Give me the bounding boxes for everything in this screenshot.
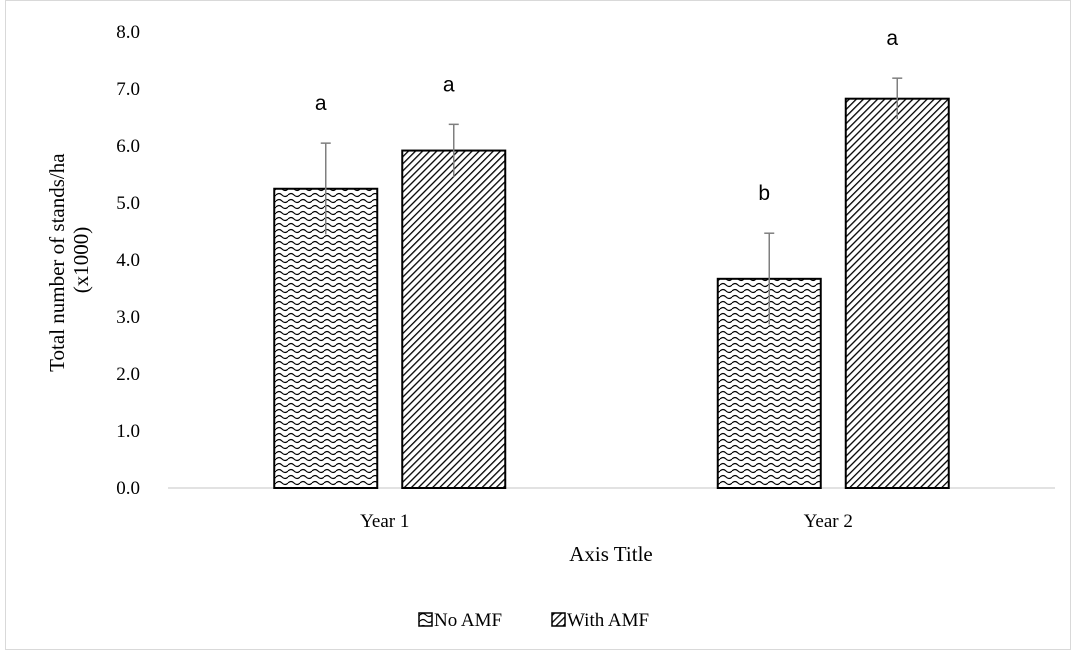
y-axis-title: Total number of stands/ha (x1000) xyxy=(45,148,93,372)
y-tick-label: 8.0 xyxy=(116,22,140,43)
legend: No AMF With AMF xyxy=(418,610,649,631)
significance-letter: a xyxy=(443,73,455,96)
y-tick-label: 5.0 xyxy=(116,193,140,214)
x-tick-label: Year 2 xyxy=(804,511,853,532)
significance-letter: b xyxy=(758,182,770,205)
significance-letter: a xyxy=(315,92,327,115)
y-axis-ticks: 0.0 1.0 2.0 3.0 4.0 5.0 6.0 7.0 8.0 xyxy=(116,22,140,499)
bars-group xyxy=(273,97,950,489)
y-tick-label: 1.0 xyxy=(116,421,140,442)
legend-swatch-with-amf xyxy=(551,612,566,627)
y-tick-label: 6.0 xyxy=(116,136,140,157)
y-tick-label: 4.0 xyxy=(116,250,140,271)
y-axis-title-line-1: Total number of stands/ha xyxy=(45,153,69,372)
legend-swatch-no-amf xyxy=(418,612,433,627)
error-bars-group xyxy=(320,77,903,325)
x-axis-title: Axis Title xyxy=(569,542,652,566)
bar-with-amf-1 xyxy=(844,97,950,489)
x-axis-ticks: Year 1 Year 2 xyxy=(360,511,853,532)
y-tick-label: 0.0 xyxy=(116,478,140,499)
y-tick-label: 2.0 xyxy=(116,364,140,385)
bar-no-amf-0 xyxy=(273,187,379,489)
y-tick-label: 3.0 xyxy=(116,307,140,328)
significance-letter: a xyxy=(886,27,898,50)
y-tick-label: 7.0 xyxy=(116,79,140,100)
x-tick-label: Year 1 xyxy=(360,511,409,532)
legend-label-no-amf: No AMF xyxy=(434,610,502,631)
legend-label-with-amf: With AMF xyxy=(567,610,649,631)
bar-with-amf-0 xyxy=(401,149,507,489)
significance-letters-group: a a b a xyxy=(315,27,899,205)
y-axis-title-line-2: (x1000) xyxy=(69,227,93,294)
